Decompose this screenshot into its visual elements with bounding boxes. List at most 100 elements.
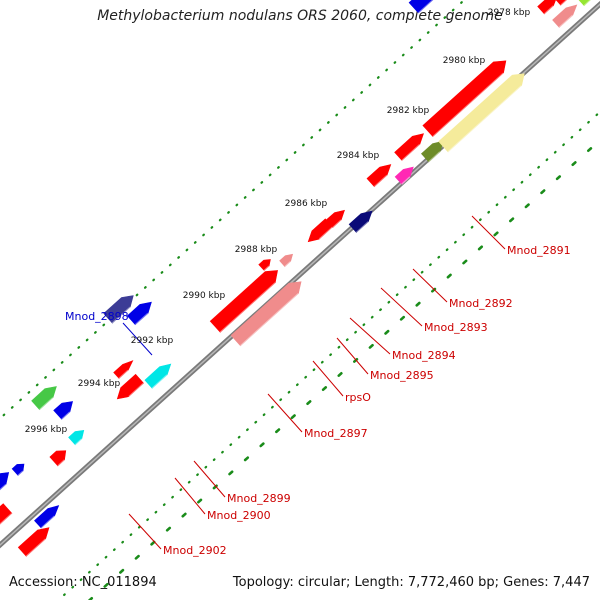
inner-dash xyxy=(103,582,109,588)
gene-khaki-2891 xyxy=(438,73,525,153)
inner-dot xyxy=(329,353,333,357)
leader-line xyxy=(336,337,369,375)
inner-dot xyxy=(412,278,416,282)
inner-dash xyxy=(150,540,156,546)
inner-dash xyxy=(165,526,172,532)
gene-navy-2894-shade xyxy=(355,221,369,234)
gene-olive-2892 xyxy=(420,140,445,163)
gene-label: rpsO xyxy=(345,391,371,404)
tick-labels: 2978 kbp 2980 kbp 2982 kbp 2984 kbp 2986 kbp… xyxy=(25,8,531,435)
inner-dash xyxy=(88,596,94,600)
gene-pink-2897-shade xyxy=(239,292,299,347)
outer-dot xyxy=(393,61,397,64)
inner-dot xyxy=(104,555,108,559)
inner-dot xyxy=(454,240,457,244)
gene-red-d-shade xyxy=(25,538,47,557)
gene-blue-d xyxy=(53,401,74,420)
inner-dash xyxy=(384,329,390,335)
gene-magenta-2893-shade xyxy=(401,176,411,185)
inner-dash xyxy=(462,259,468,265)
outer-dot xyxy=(44,376,47,379)
inner-dot xyxy=(487,210,491,214)
inner-dot xyxy=(187,480,191,484)
inner-dot xyxy=(537,165,541,169)
outer-dot xyxy=(326,121,330,124)
gene-blue-b-shade xyxy=(17,470,24,477)
gene-red-h-shade xyxy=(543,5,554,15)
outer-dot xyxy=(376,76,380,79)
inner-dash xyxy=(228,470,234,476)
inner-dot xyxy=(404,285,407,289)
outer-dot xyxy=(318,128,322,132)
inner-dot xyxy=(570,135,574,139)
inner-dot xyxy=(462,233,466,237)
gene-pink-2897 xyxy=(230,281,302,347)
inner-dot xyxy=(146,518,149,522)
gene-navy-2894 xyxy=(348,210,373,233)
gene-pink-rpsO xyxy=(279,253,294,268)
gene-green-shade xyxy=(39,397,54,411)
gene-red-h xyxy=(537,0,556,15)
leader-line xyxy=(380,287,423,327)
outer-dot xyxy=(343,106,347,109)
inner-dot xyxy=(545,158,549,162)
outer-dot xyxy=(19,398,22,402)
inner-dot xyxy=(478,218,482,222)
gene-red-small xyxy=(258,259,271,271)
inner-dot xyxy=(270,405,274,409)
outer-dot xyxy=(185,248,189,252)
leader-line xyxy=(174,477,206,515)
outer-dot xyxy=(418,38,422,42)
outer-dot xyxy=(227,211,230,214)
outer-dot xyxy=(102,323,106,327)
leader-line xyxy=(122,322,153,356)
inner-dash xyxy=(477,245,484,251)
inner-dash xyxy=(181,512,187,518)
gene-slate-2900 xyxy=(144,363,172,389)
gene-blue-a xyxy=(0,472,10,491)
inner-dash xyxy=(259,442,265,448)
outer-dot xyxy=(52,368,56,372)
tick-label: 2996 kbp xyxy=(25,425,68,435)
gene-blue-b xyxy=(11,463,25,476)
inner-dot xyxy=(503,195,507,199)
tick-label: 2986 kbp xyxy=(285,199,328,209)
gene-pink-rpsO-shade xyxy=(284,260,292,268)
tick-label: 2984 kbp xyxy=(337,151,380,161)
inner-dot xyxy=(387,300,391,304)
outer-dot xyxy=(94,331,97,334)
backbone-highlight xyxy=(0,3,600,547)
gene-red-2899 xyxy=(116,373,145,400)
outer-dot xyxy=(293,151,297,154)
leader-line xyxy=(349,317,391,355)
gene-pink-h-shade xyxy=(558,14,574,28)
outer-dot xyxy=(335,113,339,117)
inner-dash xyxy=(337,372,343,377)
gene-pink-h xyxy=(552,4,578,28)
inner-dash xyxy=(290,414,296,420)
inner-dot xyxy=(71,585,75,589)
inner-dash xyxy=(509,217,515,223)
outer-dot xyxy=(2,413,6,417)
outer-dot xyxy=(435,23,438,27)
tick-label: 2994 kbp xyxy=(78,379,121,389)
inner-dot xyxy=(229,443,233,447)
leader-line xyxy=(128,513,162,550)
outer-dot xyxy=(27,391,31,394)
leader-line xyxy=(312,360,344,397)
outer-dot xyxy=(35,383,39,387)
gene-cyan xyxy=(68,430,85,446)
inner-dot xyxy=(262,413,266,417)
gene-red-edge xyxy=(0,503,13,525)
outer-dot xyxy=(451,8,455,12)
gene-blue-c xyxy=(34,505,60,529)
gene-label: Mnod_2895 xyxy=(370,369,434,382)
inner-dot xyxy=(362,323,366,327)
inner-dot xyxy=(154,510,158,514)
inner-dot xyxy=(495,203,499,207)
inner-dot xyxy=(528,173,532,177)
accession-text: Accession: NC_011894 xyxy=(9,575,157,590)
outer-dot xyxy=(177,256,181,259)
inner-dot xyxy=(212,458,216,462)
gene-red-2899b xyxy=(113,360,134,379)
